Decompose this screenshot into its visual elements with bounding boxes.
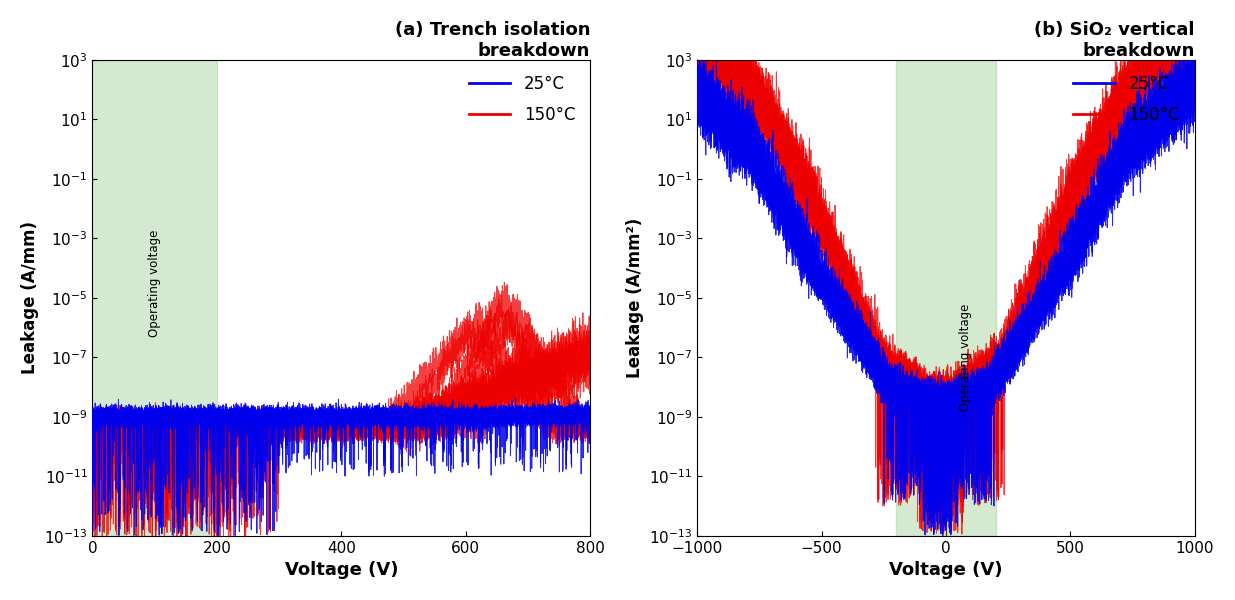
Text: Operating voltage: Operating voltage: [960, 304, 972, 411]
Y-axis label: Leakage (A/mm²): Leakage (A/mm²): [625, 218, 643, 378]
Text: Operating voltage: Operating voltage: [148, 229, 161, 337]
Text: (a) Trench isolation
breakdown: (a) Trench isolation breakdown: [395, 21, 590, 59]
Text: (b) SiO₂ vertical
breakdown: (b) SiO₂ vertical breakdown: [1035, 21, 1195, 59]
Legend: 25°C, 150°C: 25°C, 150°C: [1067, 68, 1187, 131]
X-axis label: Voltage (V): Voltage (V): [889, 561, 1003, 579]
Bar: [93, 60, 217, 536]
Y-axis label: Leakage (A/mm): Leakage (A/mm): [21, 221, 38, 374]
Bar: [897, 60, 995, 536]
Legend: 25°C, 150°C: 25°C, 150°C: [462, 68, 582, 131]
X-axis label: Voltage (V): Voltage (V): [284, 561, 398, 579]
